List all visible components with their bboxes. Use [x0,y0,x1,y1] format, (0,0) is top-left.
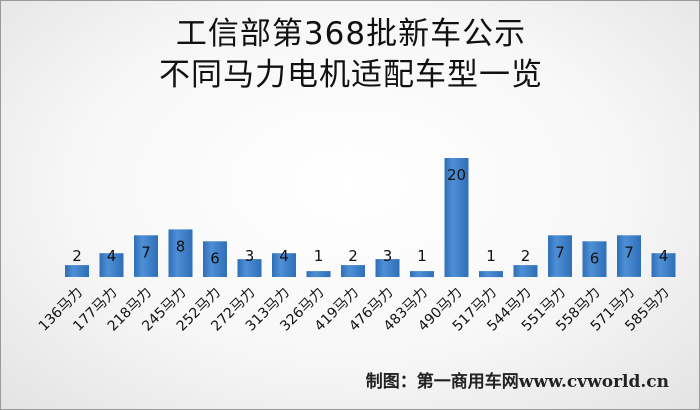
bar-313马力 [272,253,296,277]
chart-title-line1: 工信部第368批新车公示 [175,16,527,52]
bar-136马力 [65,265,89,277]
bar-544马力 [513,265,538,277]
bar-490马力 [444,158,469,277]
data-label-252马力: 6 [210,249,220,267]
data-label-476马力: 3 [383,247,393,265]
bar-177马力 [99,253,124,277]
bar-585马力 [651,253,676,277]
data-label-136马力: 2 [72,247,82,265]
data-label-419马力: 2 [348,247,358,265]
data-label-558马力: 6 [590,249,600,267]
data-label-585马力: 4 [659,247,669,265]
bar-245马力 [168,229,193,277]
data-label-517马力: 1 [486,247,496,265]
bar-517马力 [479,271,503,278]
data-label-483马力: 1 [417,247,427,265]
bar-419马力 [341,265,365,277]
bar-218马力 [134,235,158,277]
data-label-326马力: 1 [314,247,324,265]
bar-476马力 [375,259,400,277]
data-label-313马力: 4 [279,247,289,265]
bar-252马力 [203,241,227,277]
bar-558马力 [582,241,607,277]
chart-source-footer: 制图：第一商用车网www.cvworld.cn [365,372,669,392]
bar-483马力 [410,271,434,278]
bar-551马力 [548,235,572,277]
data-label-571马力: 7 [624,243,634,261]
data-label-177马力: 4 [107,247,117,265]
bar-272马力 [237,259,262,277]
bar-326马力 [306,271,331,278]
data-label-218马力: 7 [141,243,151,261]
bar-571马力 [617,235,641,277]
data-label-551马力: 7 [555,243,565,261]
data-label-272马力: 3 [245,247,255,265]
data-label-544马力: 2 [521,247,531,265]
data-label-490马力: 20 [447,166,466,184]
data-label-245马力: 8 [176,237,186,255]
chart-title-line2: 不同马力电机适配车型一览 [159,57,543,93]
